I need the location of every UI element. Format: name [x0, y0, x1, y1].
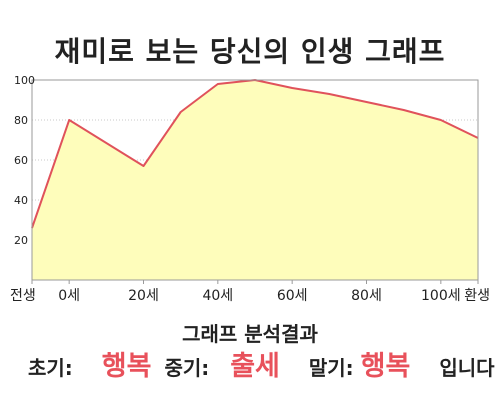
mid-value: 출세 [230, 351, 280, 382]
plot-frame [31, 79, 479, 281]
x-tick-label: 60세 [277, 288, 308, 304]
x-tick-label: 40세 [202, 288, 233, 304]
x-tick-label: 80세 [351, 288, 382, 304]
x-tick-label: 0세 [58, 288, 80, 304]
y-tick-label: 20 [14, 234, 28, 247]
area-fill [32, 80, 478, 280]
series-line [31, 79, 479, 229]
summary-suffix: 입니다 [439, 356, 495, 380]
y-tick-label: 60 [14, 154, 28, 167]
x-tick-label: 20세 [128, 288, 159, 304]
y-axis-ticks: 20 40 60 80 100 [14, 74, 35, 247]
x-axis-ticks: 전생 0세 20세 40세 60세 80세 100세 환생 [10, 280, 490, 304]
y-tick-label: 100 [14, 74, 35, 87]
mid-label: 중기: [164, 356, 210, 380]
x-tick-label: 전생 [10, 288, 36, 304]
late-value: 행복 [360, 351, 411, 382]
summary-result: 초기: 행복 중기: 출세 말기: 행복 입니다 [28, 344, 495, 383]
late-label: 말기: [308, 356, 354, 380]
summary-heading: 그래프 분석결과 [182, 322, 318, 346]
early-value: 행복 [101, 351, 152, 382]
y-tick-label: 40 [14, 194, 28, 207]
x-tick-label: 100세 [421, 288, 461, 304]
chart-title: 재미로 보는 당신의 인생 그래프 [54, 35, 446, 68]
y-tick-label: 80 [14, 114, 28, 127]
x-tick-label: 환생 [464, 288, 490, 304]
early-label: 초기: [28, 356, 73, 380]
life-area-chart: 20 40 60 80 100 전생 0세 20세 40세 60세 80세 100세 환생 [10, 74, 490, 304]
